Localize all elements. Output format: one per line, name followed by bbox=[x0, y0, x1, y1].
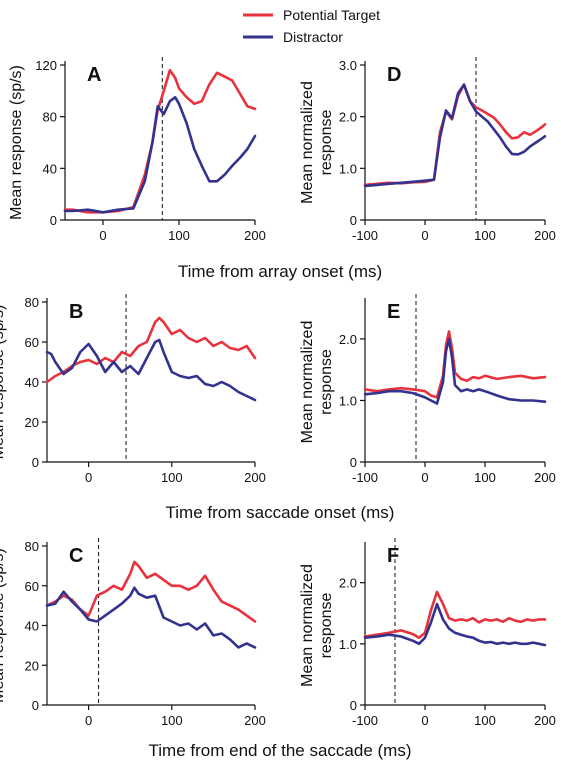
x-tick-label: -100 bbox=[352, 713, 378, 728]
series-line-distractor bbox=[45, 338, 257, 402]
y-tick-label: 60 bbox=[25, 579, 39, 594]
panel-c: 0 20 40 60 80 0 100 200 C Mean response (sp/s) bbox=[0, 538, 266, 728]
y-tick-label: 80 bbox=[25, 295, 39, 310]
y-tick-label: 1.0 bbox=[339, 161, 357, 176]
panel-label: F bbox=[387, 545, 399, 567]
x-tick-label: 200 bbox=[534, 228, 556, 243]
y-tick-label: 0 bbox=[350, 455, 357, 470]
x-tick-label: 100 bbox=[161, 470, 183, 485]
x-tick-label: 100 bbox=[474, 228, 496, 243]
y-tick-label: 80 bbox=[25, 539, 39, 554]
y-tick-label: 40 bbox=[43, 161, 57, 176]
y-axis-title: Mean response (sp/s) bbox=[8, 65, 25, 220]
x-tick-label: 0 bbox=[421, 228, 428, 243]
x-tick-label: 100 bbox=[474, 713, 496, 728]
y-tick-label: 0 bbox=[350, 213, 357, 228]
x-tick-label: 0 bbox=[421, 713, 428, 728]
y-tick-label: 0 bbox=[32, 455, 39, 470]
series-line-potential-target bbox=[363, 83, 547, 187]
series-line-potential-target bbox=[63, 68, 257, 214]
legend-label-distractor: Distractor bbox=[283, 29, 343, 45]
y-tick-label: 120 bbox=[35, 58, 57, 73]
x-tick-label: 0 bbox=[99, 228, 106, 243]
series-line-distractor bbox=[45, 586, 257, 649]
row3-xlabel: Time from end of the saccade (ms) bbox=[149, 741, 412, 760]
series-line-distractor bbox=[363, 83, 547, 188]
panel-label: C bbox=[69, 545, 83, 567]
series-line-potential-target bbox=[363, 590, 547, 640]
y-tick-label: 0 bbox=[50, 213, 57, 228]
y-tick-label: 20 bbox=[25, 415, 39, 430]
x-tick-label: 100 bbox=[161, 713, 183, 728]
x-tick-label: -100 bbox=[352, 228, 378, 243]
y-tick-label: 80 bbox=[43, 110, 57, 125]
series-line-potential-target bbox=[45, 316, 257, 384]
x-tick-label: 200 bbox=[534, 713, 556, 728]
x-tick-label: 200 bbox=[244, 470, 266, 485]
series-line-distractor bbox=[363, 337, 547, 405]
panel-a: 0 40 80 120 0 100 200 A Mean response (sp/s) bbox=[8, 57, 266, 243]
x-tick-label: 200 bbox=[244, 228, 266, 243]
series-line-potential-target bbox=[45, 560, 257, 623]
y-tick-label: 20 bbox=[25, 658, 39, 673]
y-axis-title: Mean response (sp/s) bbox=[0, 305, 7, 460]
x-tick-label: 200 bbox=[244, 713, 266, 728]
legend-label-potential-target: Potential Target bbox=[283, 7, 380, 23]
y-tick-label: 2.0 bbox=[339, 332, 357, 347]
y-tick-label: 0 bbox=[32, 698, 39, 713]
y-axis-title-line: Mean normalized bbox=[299, 321, 316, 444]
x-tick-label: 0 bbox=[85, 470, 92, 485]
y-axis-title: Mean response (sp/s) bbox=[0, 548, 7, 703]
legend: Potential Target Distractor bbox=[243, 7, 380, 45]
y-tick-label: 1.0 bbox=[339, 393, 357, 408]
panel-label: B bbox=[69, 301, 83, 323]
y-tick-label: 2.0 bbox=[339, 110, 357, 125]
series-line-distractor bbox=[63, 96, 257, 214]
row1-xlabel: Time from array onset (ms) bbox=[178, 262, 382, 281]
panel-label: E bbox=[387, 301, 400, 323]
x-tick-label: -100 bbox=[352, 470, 378, 485]
y-tick-label: 40 bbox=[25, 619, 39, 634]
x-tick-label: 100 bbox=[168, 228, 190, 243]
y-tick-label: 40 bbox=[25, 375, 39, 390]
x-tick-label: 200 bbox=[534, 470, 556, 485]
row2-xlabel: Time from saccade onset (ms) bbox=[166, 503, 395, 522]
panel-label: A bbox=[87, 64, 101, 86]
x-tick-label: 0 bbox=[421, 470, 428, 485]
y-axis-title-line: Mean normalized bbox=[299, 81, 316, 204]
panel-b: 0 20 40 60 80 0 100 200 B Mean response (sp/s) bbox=[0, 294, 266, 485]
series-line-distractor bbox=[363, 602, 547, 647]
y-axis-title-line: response bbox=[318, 592, 335, 658]
y-tick-label: 1.0 bbox=[339, 637, 357, 652]
series-line-potential-target bbox=[363, 330, 547, 399]
y-axis-title-line: response bbox=[318, 349, 335, 415]
x-tick-label: 100 bbox=[474, 470, 496, 485]
panel-label: D bbox=[387, 64, 401, 86]
y-tick-label: 60 bbox=[25, 335, 39, 350]
y-tick-label: 3.0 bbox=[339, 58, 357, 73]
x-tick-label: 0 bbox=[85, 713, 92, 728]
y-axis-title-line: Mean normalized bbox=[299, 564, 316, 687]
y-tick-label: 0 bbox=[350, 698, 357, 713]
y-axis-title-line: response bbox=[318, 109, 335, 175]
y-tick-label: 2.0 bbox=[339, 576, 357, 591]
